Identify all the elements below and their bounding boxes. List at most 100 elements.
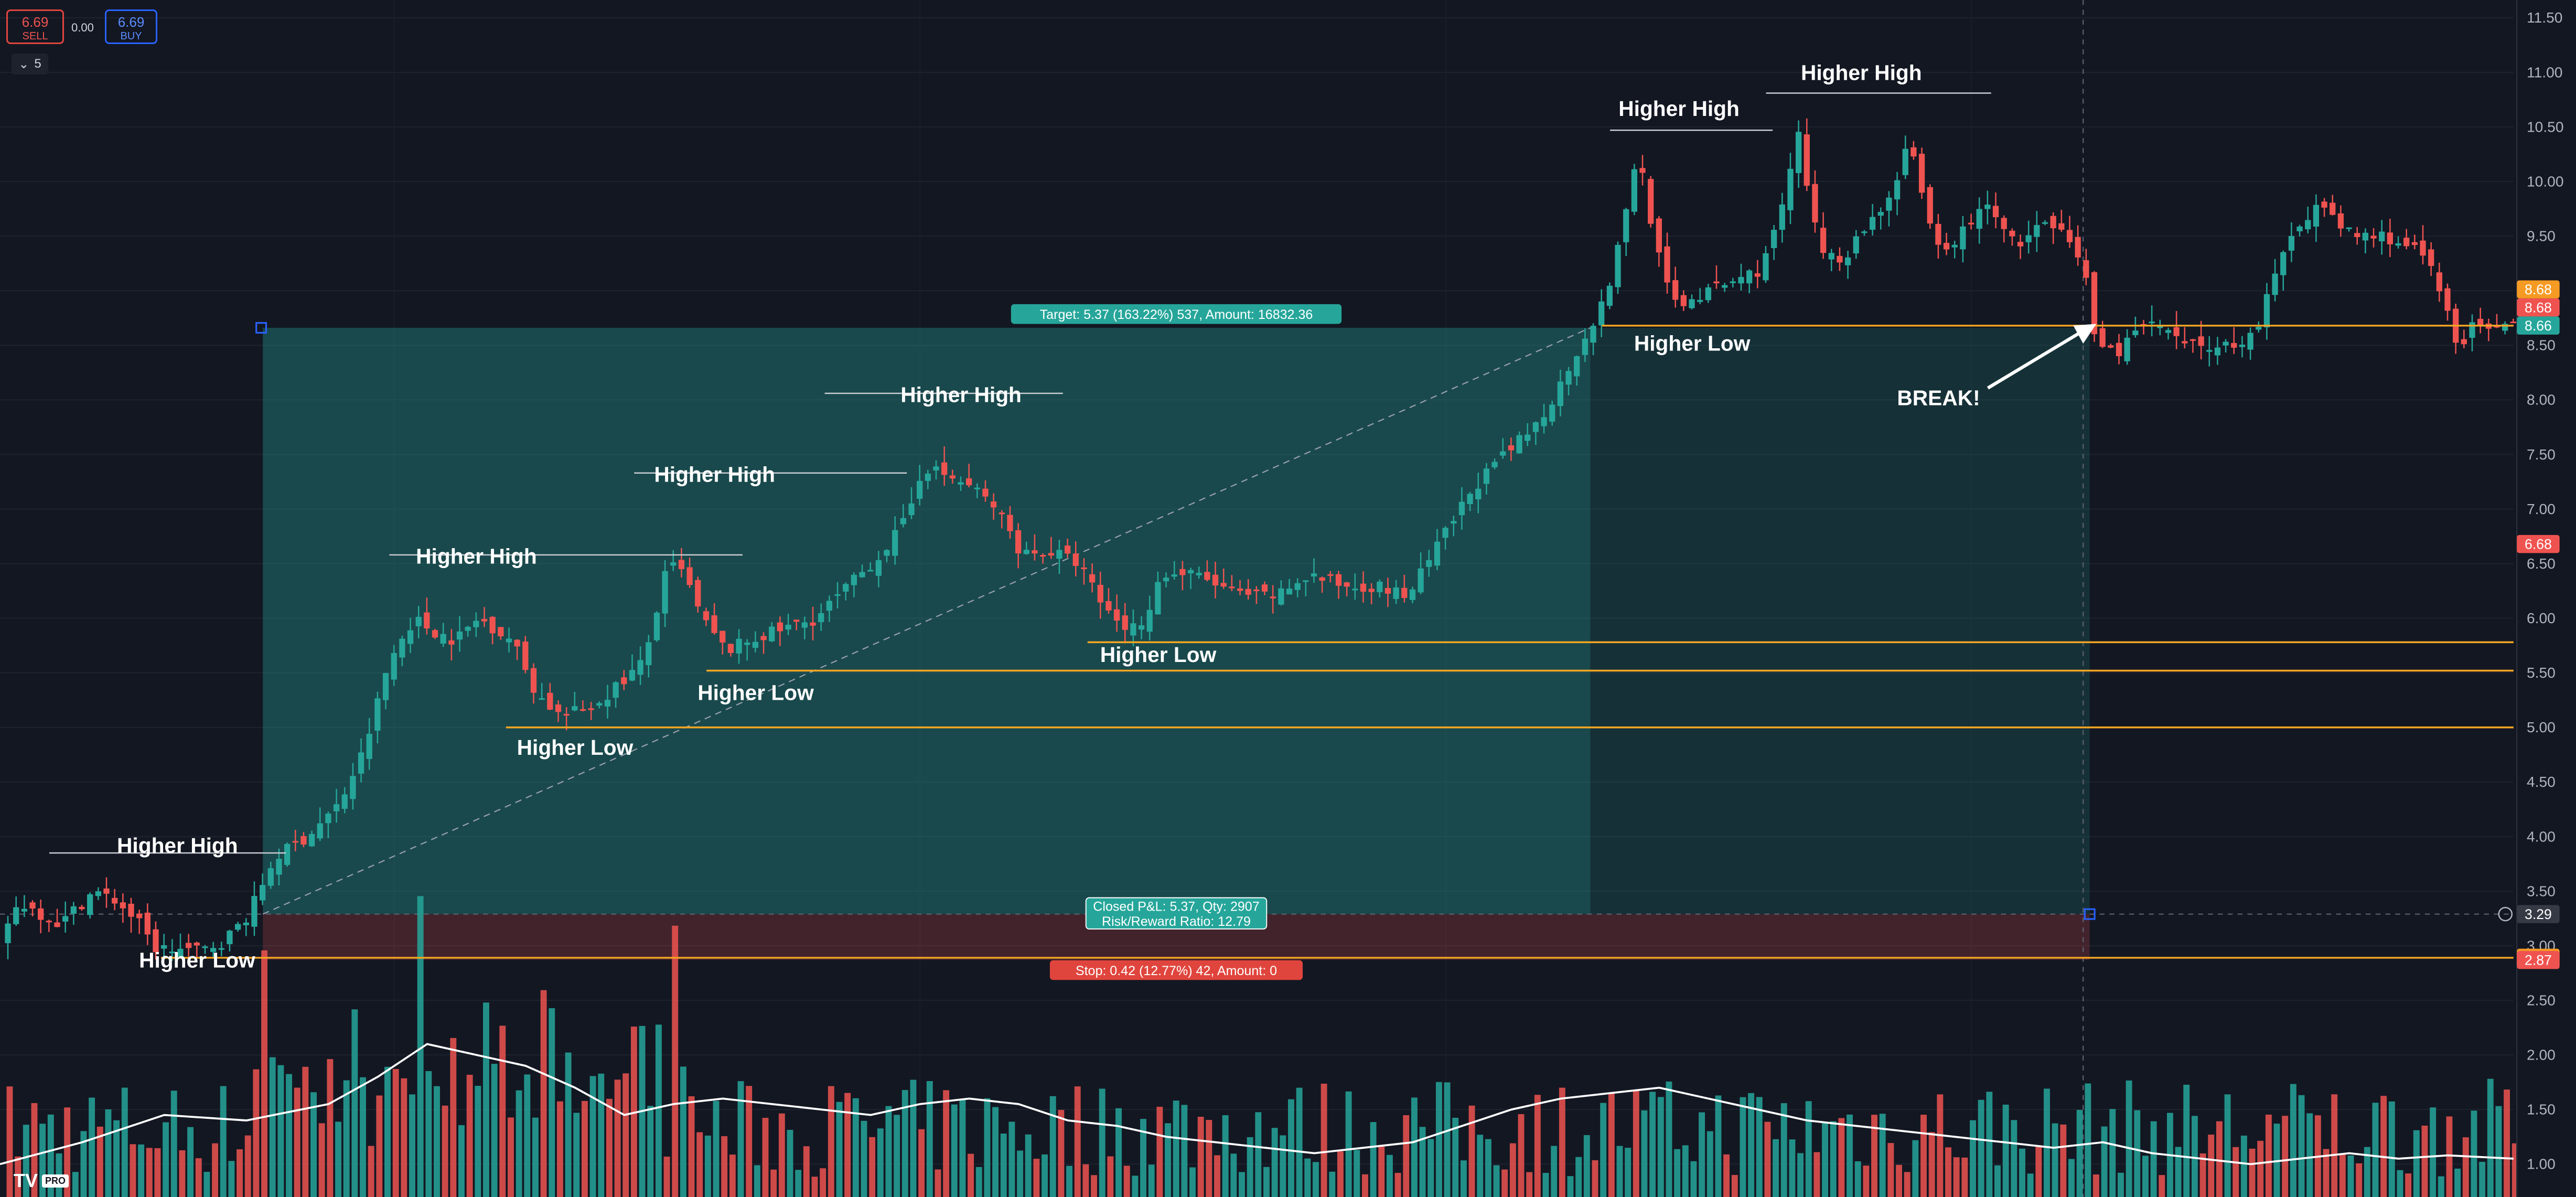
volume-bar	[1354, 1150, 1360, 1197]
annotation-labels: Higher Low Higher High Higher High Higher L…	[117, 60, 2097, 972]
volume-bar	[2405, 1173, 2412, 1197]
candle-body	[2066, 230, 2073, 242]
volume-bar	[2364, 1147, 2370, 1197]
volume-bar	[2126, 1080, 2132, 1197]
volume-bar	[1723, 1154, 1730, 1197]
candle-body	[1270, 596, 1276, 598]
volume-bar	[105, 1109, 112, 1197]
candle-body	[1631, 169, 1638, 212]
volume-bar	[992, 1107, 999, 1197]
candle-body	[1105, 601, 1112, 611]
volume-bar	[1419, 1127, 1426, 1197]
candle-body	[1048, 553, 1054, 556]
candle-body	[1951, 244, 1958, 248]
candle-body	[1319, 577, 1325, 581]
volume-bar	[2175, 1147, 2182, 1197]
volume-bar	[163, 1122, 169, 1197]
volume-bar	[1123, 1166, 1130, 1197]
candle-body	[892, 530, 898, 556]
volume-bar	[228, 1161, 235, 1197]
candle-body	[933, 466, 939, 471]
candle-body	[1984, 205, 1991, 209]
volume-bar	[6, 1086, 13, 1197]
price-tag-text: 2.87	[2525, 952, 2552, 968]
candle-body	[1278, 588, 1284, 605]
volume-bar	[721, 1136, 728, 1197]
candle-body	[1015, 530, 1022, 554]
candle-body	[1032, 550, 1038, 554]
volume-bar	[376, 1095, 383, 1197]
candle-body	[120, 902, 126, 909]
axis-tick-label: 6.00	[2527, 610, 2556, 626]
volume-bar	[1091, 1175, 1097, 1197]
candle-body	[161, 945, 167, 949]
volume-bar	[2035, 1147, 2042, 1197]
volume-bar	[672, 925, 679, 1197]
axis-tick-label: 11.00	[2527, 63, 2562, 80]
volume-bar	[1871, 1115, 1877, 1197]
volume-bar	[475, 1086, 481, 1197]
candle-body	[908, 503, 915, 515]
volume-bar	[1214, 1155, 1220, 1197]
volume-bar	[286, 1074, 292, 1197]
candle-body	[2058, 223, 2065, 230]
candle-body	[1935, 223, 1941, 245]
sell-button[interactable]: 6.69 SELL	[6, 9, 64, 44]
volume-bar	[425, 1071, 432, 1197]
volume-bar	[2372, 1103, 2379, 1197]
volume-bar	[1197, 1117, 1204, 1197]
volume-bar	[647, 1106, 654, 1197]
candle-body	[1130, 623, 1136, 636]
candle-body	[678, 560, 685, 569]
price-tag-8.66: 8.66	[2517, 316, 2560, 335]
volume-bar	[2109, 1109, 2116, 1197]
volume-bar	[1633, 1090, 1639, 1197]
volume-bar	[1559, 1087, 1565, 1197]
volume-bar	[2159, 1175, 2165, 1197]
volume-bar	[1970, 1120, 1976, 1197]
axis-tick-label: 7.00	[2527, 500, 2556, 517]
volume-bar	[2380, 1096, 2387, 1197]
volume-bar	[1928, 1132, 1935, 1197]
candle-body	[1253, 589, 1260, 592]
volume-bar	[1986, 1092, 1993, 1197]
volume-bar	[696, 1132, 703, 1197]
volume-bar	[1575, 1157, 1582, 1197]
volume-bar	[811, 1177, 818, 1197]
candle-body	[2017, 242, 2024, 247]
annotation-label: Higher High	[900, 382, 1022, 407]
candle-body	[703, 611, 710, 621]
volume-bar	[1049, 1096, 1056, 1197]
candle-body	[1500, 451, 1506, 456]
volume-bar	[737, 1081, 744, 1197]
candle-body	[440, 634, 446, 644]
volume-bar	[1148, 1164, 1155, 1197]
candle-body	[136, 913, 143, 918]
buy-button[interactable]: 6.69 BUY	[105, 9, 157, 44]
candle-body	[2173, 327, 2180, 336]
volume-bar	[1206, 1120, 1212, 1197]
volume-bar	[861, 1120, 867, 1197]
volume-bar	[2511, 1143, 2518, 1197]
volume-bar	[1764, 1121, 1771, 1197]
candle-body	[2263, 294, 2270, 328]
indicators-toggle-button[interactable]: ⌄ 5	[12, 54, 48, 74]
volume-bar	[1657, 1097, 1664, 1197]
volume-bar	[2356, 1163, 2363, 1197]
candle-body	[1664, 246, 1670, 283]
price-tag-text: 8.68	[2525, 282, 2552, 297]
candle-body	[1196, 573, 1202, 575]
volume-bar	[524, 1074, 531, 1197]
candle-body	[1368, 589, 1375, 592]
candle-body	[1722, 285, 1728, 288]
volume-bar	[778, 1113, 785, 1197]
candle-body	[358, 752, 364, 774]
volume-bar	[540, 990, 547, 1197]
volume-bar	[1452, 1117, 1459, 1197]
axis-tick-label: 8.00	[2527, 391, 2556, 408]
candle-body	[1212, 574, 1219, 586]
volume-bar	[409, 1094, 415, 1197]
candle-body	[720, 630, 726, 643]
candle-body	[2214, 347, 2221, 356]
